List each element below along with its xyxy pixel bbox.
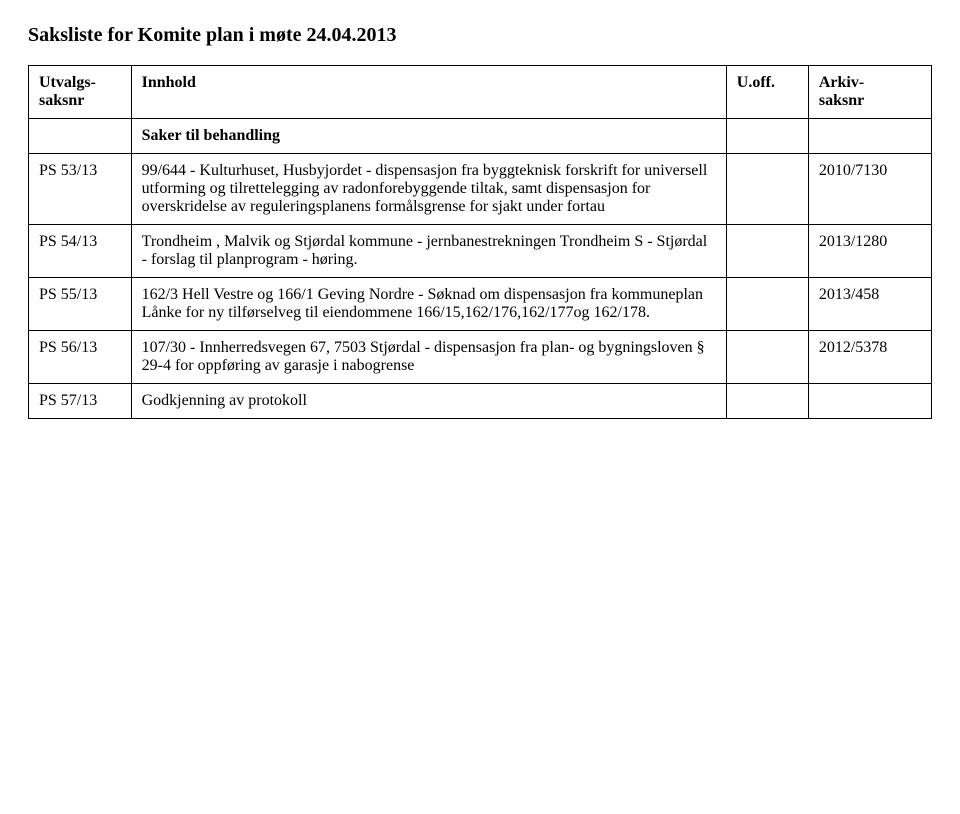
table-row: PS 57/13 Godkjenning av protokoll (29, 384, 932, 419)
cell-arkiv: 2013/1280 (808, 225, 931, 278)
cell-arkiv: 2012/5378 (808, 331, 931, 384)
cell-saksnr: PS 54/13 (29, 225, 132, 278)
cell-innhold: 162/3 Hell Vestre og 166/1 Geving Nordre… (131, 278, 726, 331)
cell-arkiv: 2013/458 (808, 278, 931, 331)
subheading-empty-uoff (726, 119, 808, 154)
cell-uoff (726, 154, 808, 225)
cell-innhold: 107/30 - Innherredsvegen 67, 7503 Stjørd… (131, 331, 726, 384)
table-row: PS 55/13 162/3 Hell Vestre og 166/1 Gevi… (29, 278, 932, 331)
saksliste-table: Utvalgs- saksnr Innhold U.off. Arkiv- sa… (28, 65, 932, 419)
cell-uoff (726, 331, 808, 384)
cell-uoff (726, 384, 808, 419)
cell-innhold: Godkjenning av protokoll (131, 384, 726, 419)
col-header-arkiv: Arkiv- saksnr (808, 66, 931, 119)
table-row: PS 53/13 99/644 - Kulturhuset, Husbyjord… (29, 154, 932, 225)
col-header-saksnr: Utvalgs- saksnr (29, 66, 132, 119)
table-row: PS 56/13 107/30 - Innherredsvegen 67, 75… (29, 331, 932, 384)
cell-uoff (726, 225, 808, 278)
col-header-uoff: U.off. (726, 66, 808, 119)
col-header-innhold: Innhold (131, 66, 726, 119)
cell-arkiv: 2010/7130 (808, 154, 931, 225)
cell-saksnr: PS 55/13 (29, 278, 132, 331)
table-row: PS 54/13 Trondheim , Malvik og Stjørdal … (29, 225, 932, 278)
cell-arkiv (808, 384, 931, 419)
table-subheading-row: Saker til behandling (29, 119, 932, 154)
page-title: Saksliste for Komite plan i møte 24.04.2… (28, 24, 932, 47)
subheading-empty-arkiv (808, 119, 931, 154)
cell-uoff (726, 278, 808, 331)
cell-innhold: Trondheim , Malvik og Stjørdal kommune -… (131, 225, 726, 278)
cell-innhold: 99/644 - Kulturhuset, Husbyjordet - disp… (131, 154, 726, 225)
subheading-label: Saker til behandling (131, 119, 726, 154)
cell-saksnr: PS 56/13 (29, 331, 132, 384)
subheading-empty-saksnr (29, 119, 132, 154)
cell-saksnr: PS 53/13 (29, 154, 132, 225)
table-header-row: Utvalgs- saksnr Innhold U.off. Arkiv- sa… (29, 66, 932, 119)
cell-saksnr: PS 57/13 (29, 384, 132, 419)
